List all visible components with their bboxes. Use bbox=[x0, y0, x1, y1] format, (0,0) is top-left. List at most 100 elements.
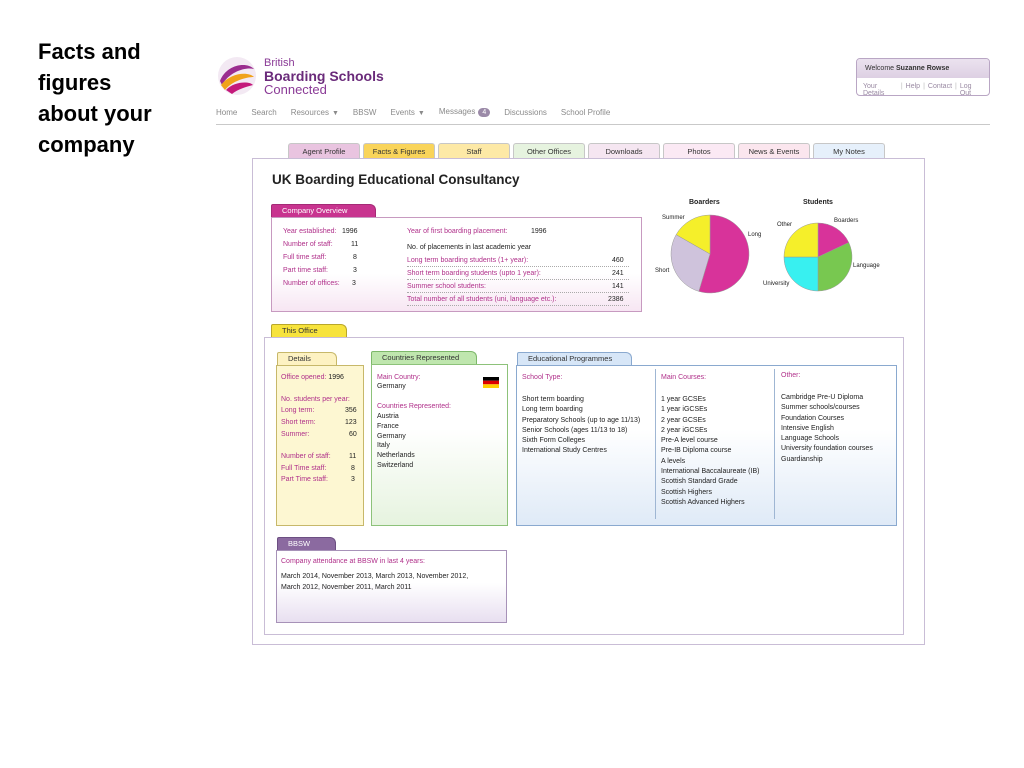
nav-divider bbox=[216, 124, 990, 125]
other-item: Summer schools/courses bbox=[781, 404, 860, 412]
other-item: Language Schools bbox=[781, 435, 839, 443]
logo-swirl-icon bbox=[218, 57, 256, 95]
tab-news-events[interactable]: News & Events bbox=[738, 143, 810, 159]
long-term-value: 460 bbox=[612, 257, 624, 264]
site-logo[interactable]: British Boarding Schools Connected bbox=[216, 55, 384, 97]
your-details-link[interactable]: Your Details bbox=[863, 83, 885, 97]
course-item: 1 year GCSEs bbox=[661, 396, 706, 403]
number-of-staff-value: 11 bbox=[351, 241, 359, 248]
number-of-offices-label: Number of offices: bbox=[283, 280, 340, 287]
course-item: International Baccalaureate (IB) bbox=[661, 468, 760, 476]
students-chart-title: Students bbox=[803, 199, 833, 206]
pie-label-boarders: Boarders bbox=[834, 218, 859, 224]
pie-label-language: Language bbox=[853, 263, 880, 269]
students-per-year-heading: No. students per year: bbox=[281, 396, 350, 403]
nav-messages-label: Messages bbox=[438, 107, 476, 116]
tab-photos[interactable]: Photos bbox=[663, 143, 735, 159]
nav-search[interactable]: Search bbox=[251, 107, 277, 117]
welcome-user: Suzanne Rowse bbox=[896, 65, 950, 72]
pie-slice-short bbox=[670, 234, 711, 292]
link-separator: | bbox=[955, 83, 957, 90]
main-courses-list: 1 year GCSEs 1 year iGCSEs 2 year GCSEs … bbox=[661, 395, 759, 508]
first-placement-label: Year of first boarding placement: bbox=[407, 228, 508, 235]
summer-school-value: 141 bbox=[612, 283, 624, 290]
welcome-box: Welcome Suzanne Rowse Your Details | Help… bbox=[856, 58, 990, 97]
long-term-students-label: Long term: bbox=[281, 407, 315, 414]
summer-students-label: Summer: bbox=[281, 431, 310, 438]
tab-downloads[interactable]: Downloads bbox=[588, 143, 660, 159]
full-time-staff-label: Full time staff: bbox=[283, 254, 327, 261]
bbsw-box bbox=[276, 550, 507, 623]
tab-agent-profile[interactable]: Agent Profile bbox=[288, 143, 360, 159]
link-separator: | bbox=[923, 83, 925, 90]
chevron-down-icon: ▼ bbox=[331, 109, 339, 117]
short-term-students-value: 123 bbox=[345, 419, 357, 426]
school-type-item: Preparatory Schools (up to age 11/13) bbox=[522, 416, 641, 424]
number-of-offices-value: 3 bbox=[352, 280, 356, 287]
school-type-label: School Type: bbox=[522, 374, 563, 381]
slide-title-line: Facts and bbox=[38, 39, 141, 64]
tab-facts-figures[interactable]: Facts & Figures bbox=[363, 143, 435, 159]
slide-title-line: about your bbox=[38, 101, 152, 126]
course-item: Scottish Standard Grade bbox=[661, 478, 738, 486]
other-label: Other: bbox=[781, 372, 801, 379]
pie-slice-other bbox=[783, 222, 819, 258]
course-item: 2 year GCSEs bbox=[661, 416, 706, 424]
placements-heading: No. of placements in last academic year bbox=[407, 244, 532, 251]
nav-resources[interactable]: Resources ▼ bbox=[291, 108, 339, 117]
dotted-leader bbox=[407, 266, 629, 267]
long-term-students-value: 356 bbox=[345, 407, 357, 414]
summer-school-label: Summer school students: bbox=[407, 283, 486, 290]
help-link[interactable]: Help bbox=[905, 83, 921, 90]
contact-link[interactable]: Contact bbox=[927, 83, 953, 90]
link-separator: | bbox=[900, 83, 903, 90]
main-country-label: Main Country: bbox=[377, 374, 421, 381]
year-established-value: 1996 bbox=[342, 228, 358, 235]
countries-list: Austria France Germany Italy Netherlands… bbox=[377, 412, 415, 471]
boarders-chart-title: Boarders bbox=[689, 199, 720, 206]
logo-text-line2: Boarding Schools bbox=[264, 67, 384, 84]
tab-staff[interactable]: Staff bbox=[438, 143, 510, 159]
country-item: Netherlands bbox=[377, 452, 415, 460]
pie-label-summer: Summer bbox=[662, 215, 685, 221]
nav-discussions[interactable]: Discussions bbox=[504, 107, 547, 117]
pie-slice-language bbox=[817, 242, 853, 292]
school-type-list: Short term boarding Long term boarding P… bbox=[522, 395, 640, 457]
bbsw-attendance-line: March 2012, November 2011, March 2011 bbox=[281, 584, 412, 591]
course-item: 2 year iGCSEs bbox=[661, 426, 708, 434]
dotted-leader bbox=[407, 292, 629, 293]
company-name: UK Boarding Educational Consultancy bbox=[272, 172, 520, 187]
column-divider bbox=[655, 369, 656, 519]
this-office-heading: This Office bbox=[271, 324, 347, 337]
office-opened: Office opened: 1996 bbox=[281, 374, 344, 381]
pie-slice-university bbox=[783, 256, 819, 292]
countries-heading: Countries Represented bbox=[371, 351, 477, 364]
company-overview-heading: Company Overview bbox=[271, 204, 376, 217]
dotted-leader bbox=[407, 305, 629, 306]
pie-label-short: Short bbox=[655, 268, 670, 274]
main-nav: Home Search Resources ▼ BBSW Events ▼ Mess… bbox=[216, 107, 610, 117]
total-students-label: Total number of all students (uni, langu… bbox=[407, 296, 557, 303]
nav-home[interactable]: Home bbox=[216, 107, 238, 117]
nav-bbsw[interactable]: BBSW bbox=[352, 107, 377, 117]
office-staff-value: 11 bbox=[349, 453, 357, 460]
germany-flag-icon bbox=[483, 377, 499, 388]
nav-messages[interactable]: Messages 4 bbox=[438, 107, 491, 117]
tab-my-notes[interactable]: My Notes bbox=[813, 143, 885, 159]
chevron-down-icon: ▼ bbox=[417, 109, 425, 117]
other-list: Cambridge Pre-U Diploma Summer schools/c… bbox=[781, 393, 873, 465]
summer-students-value: 60 bbox=[349, 431, 357, 438]
main-courses-label: Main Courses: bbox=[661, 374, 707, 381]
nav-school-profile[interactable]: School Profile bbox=[560, 107, 611, 117]
pie-label-other: Other bbox=[777, 222, 793, 228]
tab-other-offices[interactable]: Other Offices bbox=[513, 143, 585, 159]
school-type-item: International Study Centres bbox=[522, 447, 607, 455]
short-term-value: 241 bbox=[612, 270, 624, 277]
school-type-item: Short term boarding bbox=[522, 396, 584, 403]
nav-events-label: Events bbox=[390, 107, 415, 117]
programmes-heading: Educational Programmes bbox=[517, 352, 632, 365]
details-box bbox=[276, 365, 364, 526]
log-out-link[interactable]: Log Out bbox=[959, 83, 972, 97]
school-type-item: Senior Schools (ages 11/13 to 18) bbox=[522, 426, 628, 434]
nav-events[interactable]: Events ▼ bbox=[390, 108, 424, 117]
